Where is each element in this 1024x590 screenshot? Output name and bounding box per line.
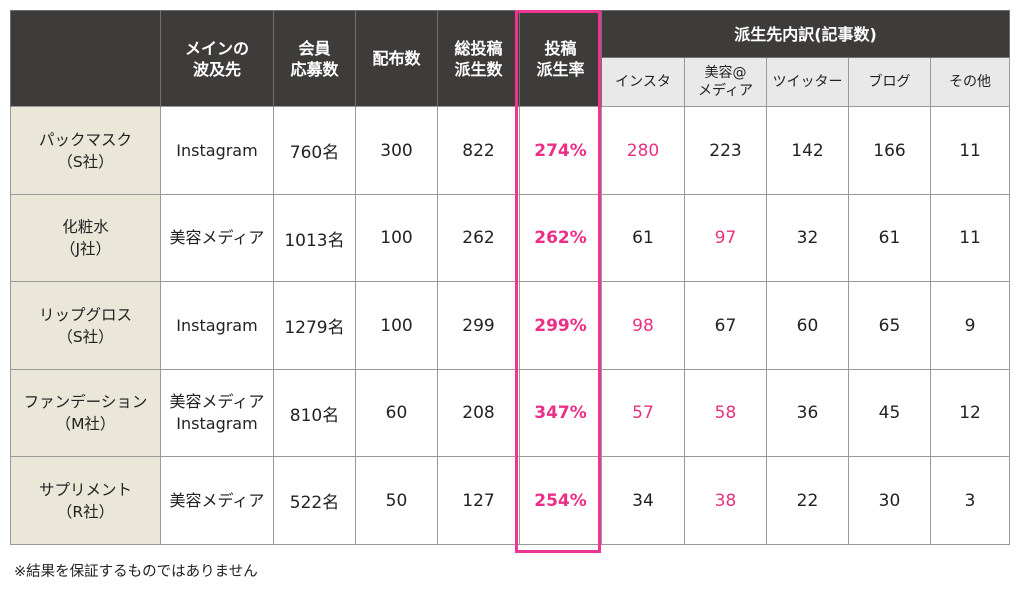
blog-cell: 45	[848, 369, 931, 457]
twitter-cell: 36	[766, 369, 849, 457]
results-table: メインの 波及先 会員 応募数 配布数 総投稿 派生数 投稿 派生率 派生先内訳…	[10, 10, 1011, 545]
header-col-other: その他	[929, 57, 1011, 107]
blog-cell: 166	[848, 106, 931, 195]
media-cell: 67	[684, 281, 767, 370]
distributed-cell: 100	[355, 281, 438, 370]
table-row: サプリメント （R社） 美容メディア 522名 50 127 254% 34 3…	[10, 456, 1011, 545]
footnote: ※結果を保証するものではありません	[14, 564, 258, 580]
product-cell: パックマスク （S社）	[10, 106, 161, 195]
product-cell: 化粧水 （J社）	[10, 194, 161, 282]
media-cell: 58	[684, 369, 767, 457]
header-col-twitter: ツイッター	[766, 57, 849, 107]
applicants-cell: 760名	[273, 106, 356, 195]
header-breakdown: 派生先内訳(記事数)	[600, 10, 1011, 58]
media-cell: 38	[684, 456, 767, 545]
rate-cell: 347%	[519, 369, 602, 457]
product-cell: サプリメント （R社）	[10, 456, 161, 545]
total-cell: 822	[437, 106, 520, 195]
applicants-cell: 1013名	[273, 194, 356, 282]
total-cell: 299	[437, 281, 520, 370]
blog-cell: 61	[848, 194, 931, 282]
rate-cell: 299%	[519, 281, 602, 370]
table-row: リップグロス （S社） Instagram 1279名 100 299 299%…	[10, 281, 1011, 370]
wave-cell: 美容メディア	[160, 456, 274, 545]
header-total-posts: 総投稿 派生数	[437, 10, 520, 107]
rate-cell: 254%	[519, 456, 602, 545]
product-cell: リップグロス （S社）	[10, 281, 161, 370]
blog-cell: 30	[848, 456, 931, 545]
applicants-cell: 1279名	[273, 281, 356, 370]
twitter-cell: 60	[766, 281, 849, 370]
insta-cell: 57	[601, 369, 685, 457]
other-cell: 12	[929, 369, 1011, 457]
applicants-cell: 810名	[273, 369, 356, 457]
distributed-cell: 50	[355, 456, 438, 545]
rate-cell: 262%	[519, 194, 602, 282]
corner-header	[10, 10, 161, 107]
other-cell: 3	[929, 456, 1011, 545]
other-cell: 11	[929, 194, 1011, 282]
wave-cell: 美容メディア Instagram	[160, 369, 274, 457]
total-cell: 208	[437, 369, 520, 457]
header-col-insta: インスタ	[601, 57, 685, 107]
distributed-cell: 60	[355, 369, 438, 457]
table-row: 化粧水 （J社） 美容メディア 1013名 100 262 262% 61 97…	[10, 194, 1011, 282]
wave-cell: Instagram	[160, 106, 274, 195]
distributed-cell: 300	[355, 106, 438, 195]
insta-cell: 34	[601, 456, 685, 545]
twitter-cell: 22	[766, 456, 849, 545]
distributed-cell: 100	[355, 194, 438, 282]
header-main-wave: メインの 波及先	[160, 10, 274, 107]
total-cell: 262	[437, 194, 520, 282]
table-row: パックマスク （S社） Instagram 760名 300 822 274% …	[10, 106, 1011, 195]
twitter-cell: 142	[766, 106, 849, 195]
total-cell: 127	[437, 456, 520, 545]
insta-cell: 98	[601, 281, 685, 370]
header-col-media: 美容@ メディア	[684, 57, 767, 107]
rate-cell: 274%	[519, 106, 602, 195]
product-cell: ファンデーション （M社）	[10, 369, 161, 457]
table-row: ファンデーション （M社） 美容メディア Instagram 810名 60 2…	[10, 369, 1011, 457]
insta-cell: 280	[601, 106, 685, 195]
blog-cell: 65	[848, 281, 931, 370]
wave-cell: Instagram	[160, 281, 274, 370]
header-applicants: 会員 応募数	[273, 10, 356, 107]
media-cell: 97	[684, 194, 767, 282]
header-distributed: 配布数	[355, 10, 438, 107]
media-cell: 223	[684, 106, 767, 195]
header-col-blog: ブログ	[848, 57, 931, 107]
other-cell: 11	[929, 106, 1011, 195]
wave-cell: 美容メディア	[160, 194, 274, 282]
header-post-rate: 投稿 派生率	[519, 10, 602, 107]
applicants-cell: 522名	[273, 456, 356, 545]
other-cell: 9	[929, 281, 1011, 370]
insta-cell: 61	[601, 194, 685, 282]
twitter-cell: 32	[766, 194, 849, 282]
